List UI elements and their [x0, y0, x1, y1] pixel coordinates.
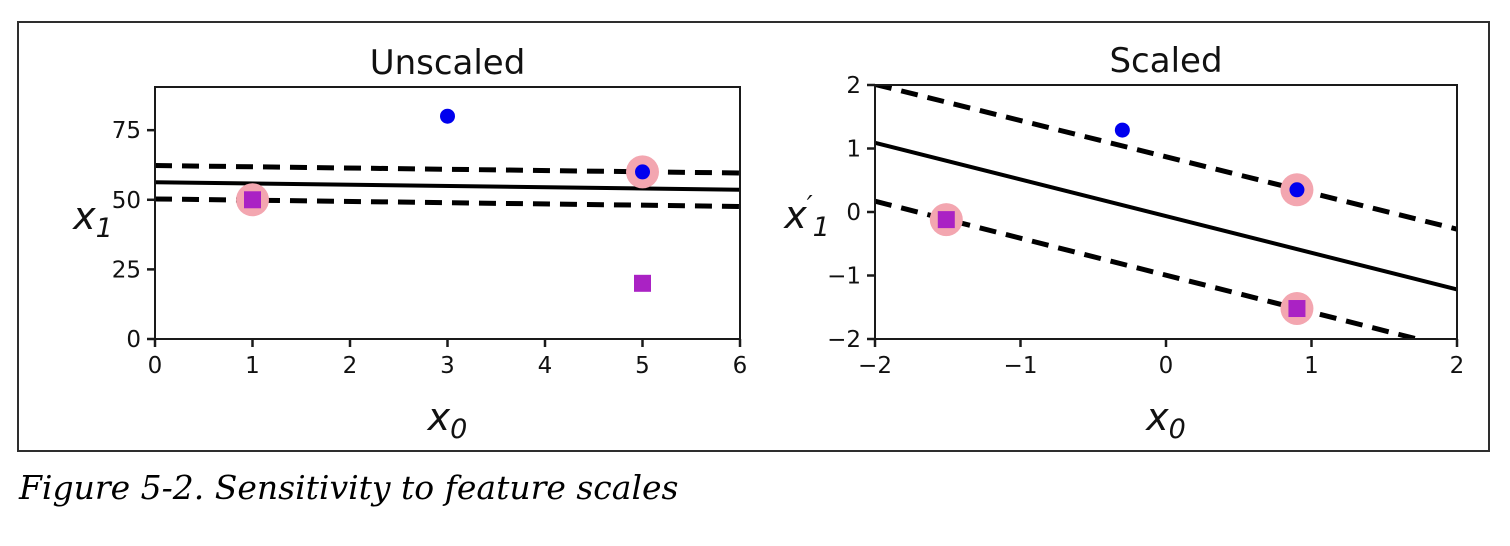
data-point-square — [634, 274, 651, 292]
data-point-square — [937, 211, 955, 229]
x-tick-label: 5 — [635, 353, 650, 379]
y-tick-label: 50 — [112, 188, 141, 214]
chart-title: Scaled — [1109, 41, 1222, 81]
chart-title: Unscaled — [370, 43, 526, 83]
x-tick-label: 2 — [1450, 353, 1465, 379]
x-axis-label: x0 — [1145, 395, 1186, 445]
x-tick-label: 1 — [245, 353, 260, 379]
chart-unscaled: 0 1 2 3 4 5 6 0 25 50 75 Unscaled x0 x1 — [72, 43, 747, 445]
lower-margin — [875, 198, 1428, 339]
x-axis-label: x0 — [427, 395, 468, 445]
data-point-circle — [635, 164, 650, 180]
y-axis-label: x′1 — [783, 191, 830, 243]
x-tick-label: 2 — [343, 353, 358, 379]
x-tick-label: 6 — [733, 353, 748, 379]
x-tick-label: −1 — [1004, 353, 1038, 379]
data-point-square — [1288, 300, 1306, 318]
y-tick-label: −2 — [827, 327, 861, 353]
upper-margin — [875, 85, 1457, 232]
x-tick-label: 4 — [538, 353, 553, 379]
axes-frame — [874, 84, 1458, 340]
y-tick-label: −1 — [827, 264, 861, 290]
x-tick-label: 0 — [148, 353, 163, 379]
figure-caption: Figure 5-2. Sensitivity to feature scale… — [19, 468, 679, 507]
x-tick-label: −2 — [858, 353, 892, 379]
y-tick-label: 1 — [846, 137, 861, 163]
figure-border: 0 1 2 3 4 5 6 0 25 50 75 Unscaled x0 x1 −2 −1 0 1 2 −2 −1 0 1 2… — [17, 21, 1490, 452]
y-tick-label: 25 — [112, 257, 141, 283]
y-tick-label: 0 — [126, 327, 141, 353]
chart-scaled: −2 −1 0 1 2 −2 −1 0 1 2 Scaled x0 x′1 — [783, 41, 1464, 445]
x-tick-label: 0 — [1159, 353, 1174, 379]
decision-boundary — [875, 140, 1457, 292]
data-point-circle — [1114, 122, 1130, 138]
data-point-square — [244, 191, 261, 209]
x-tick-label: 1 — [1304, 353, 1319, 379]
y-axis-label: x1 — [72, 194, 113, 244]
y-tick-label: 2 — [846, 73, 861, 99]
data-point-circle — [440, 108, 455, 124]
data-point-circle — [1289, 182, 1305, 198]
svm-scaling-charts: 0 1 2 3 4 5 6 0 25 50 75 Unscaled x0 x1 −2 −1 0 1 2 −2 −1 0 1 2… — [72, 41, 1464, 445]
x-tick-label: 3 — [440, 353, 455, 379]
y-tick-label: 75 — [112, 118, 141, 144]
y-tick-label: 0 — [846, 200, 861, 226]
